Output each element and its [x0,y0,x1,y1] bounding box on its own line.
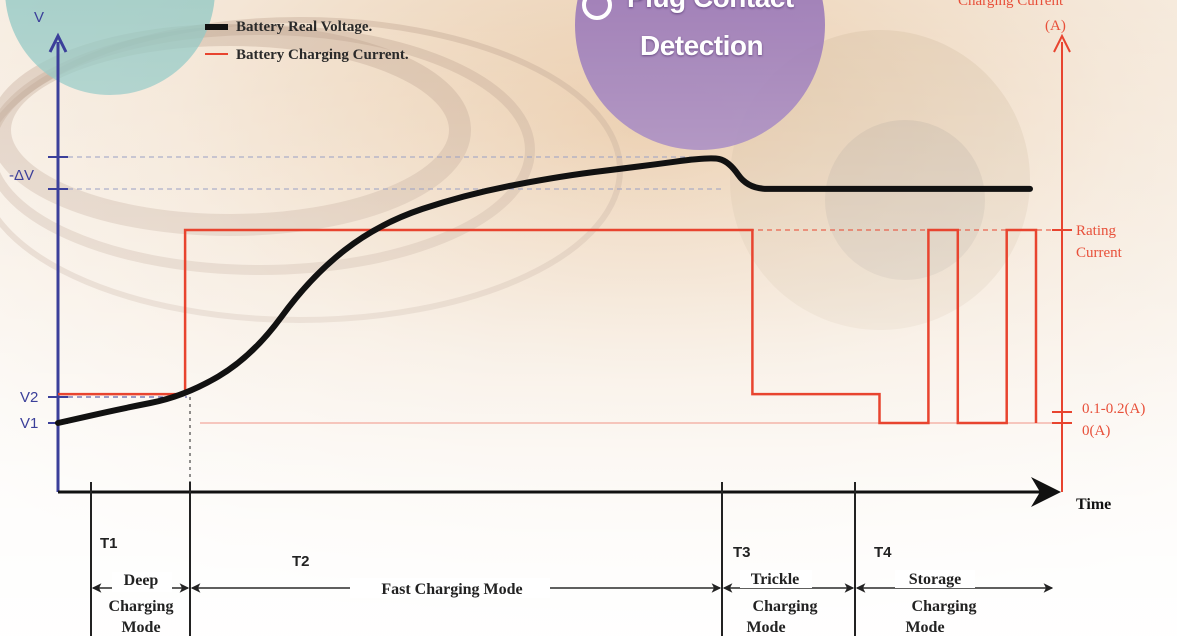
phase-t4-line3: Mode [905,619,944,636]
phase-t4-line1: Storage [909,571,961,588]
tick-rating-line2: Current [1076,245,1123,261]
phase-annotations: T1 Deep Charging Mode T2 Fast Charging M… [91,535,1054,636]
phase-t2-line1: Fast Charging Mode [381,581,522,598]
series-charging-current [58,228,1038,425]
current-axis: Charging Current (A) Rating Current 0.1-… [958,0,1145,492]
time-axis: Time [58,477,1111,636]
bubble-title-line2: Detection [640,30,764,61]
tick-v2: V2 [20,389,38,406]
legend-voltage-label: Battery Real Voltage. [236,19,372,35]
phase-t1-id: T1 [100,535,118,552]
phase-t3-line2: Charging [753,598,818,615]
phase-t1-line2: Charging [109,598,174,615]
phase-t4-id: T4 [874,544,892,561]
ring-icon [582,0,612,20]
voltage-axis: V -ΔV V2 V1 [9,9,68,492]
tick-v1: V1 [20,415,38,432]
guide-lines [68,156,1052,482]
phase-t1-line3: Mode [121,619,160,636]
legend-current-label: Battery Charging Current. [236,47,409,63]
phase-t2-id: T2 [292,553,310,570]
phase-t3-line3: Mode [746,619,785,636]
current-axis-unit: (A) [1045,18,1066,34]
tick-rating-line1: Rating [1076,223,1116,239]
phase-t4-line2: Charging [912,598,977,615]
legend: Battery Real Voltage. Battery Charging C… [205,19,409,63]
voltage-axis-unit: V [34,9,44,26]
bubble-title-line1: Plug Contact [627,0,794,14]
phase-t3-line1: Trickle [751,571,800,588]
tick-zero: 0(A) [1082,423,1110,439]
phase-t1-line1: Deep [124,572,159,589]
tick-trickle: 0.1-0.2(A) [1082,401,1145,417]
current-axis-title: Charging Current [958,0,1064,9]
time-axis-label: Time [1076,496,1111,513]
tick-delta-v: -ΔV [9,167,34,184]
phase-t3-id: T3 [733,544,751,561]
series-real-voltage [55,155,1033,426]
